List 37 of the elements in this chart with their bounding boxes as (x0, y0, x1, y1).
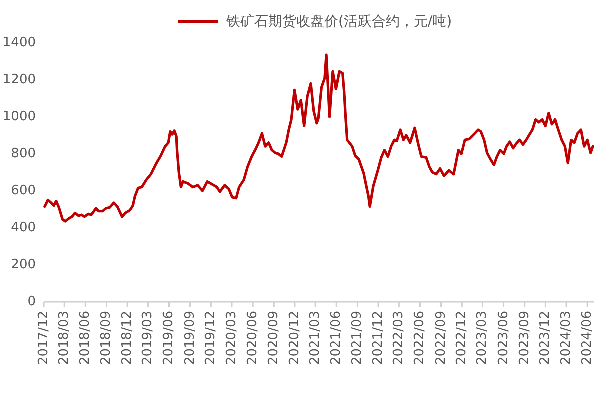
x-tick-label: 2018/03 (57, 311, 72, 366)
x-tick-label: 2023/06 (496, 311, 512, 366)
x-tick-label: 2020/06 (246, 311, 261, 366)
y-tick-label: 400 (11, 220, 36, 236)
y-tick-label: 1400 (2, 36, 36, 50)
x-tick-label: 2019/03 (140, 311, 156, 366)
x-tick-label: 2021/03 (308, 311, 324, 366)
x-tick-label: 2020/03 (224, 311, 240, 366)
x-tick-label: 2019/06 (162, 311, 177, 366)
x-tick-label: 2019/12 (204, 311, 219, 366)
x-tick-label: 2018/12 (120, 311, 136, 366)
x-tick-label: 2017/12 (36, 311, 52, 366)
x-tick-label: 2020/12 (287, 311, 302, 366)
x-tick-label: 2022/06 (412, 311, 428, 366)
x-tick-label: 2023/03 (475, 311, 490, 366)
x-tick-label: 2018/09 (99, 311, 114, 366)
y-tick-label: 800 (11, 146, 36, 162)
x-tick-label: 2024/03 (559, 311, 574, 366)
x-tick-label: 2022/03 (392, 311, 407, 366)
y-tick-label: 1000 (2, 110, 36, 124)
x-tick-label: 2021/06 (329, 311, 344, 366)
line-series (44, 54, 594, 223)
x-tick-label: 2024/06 (580, 311, 596, 366)
x-tick-label: 2019/09 (182, 311, 198, 366)
x-tick-label: 2023/09 (517, 311, 532, 366)
y-tick-label: 0 (28, 294, 36, 310)
y-tick-label: 200 (11, 258, 36, 272)
x-tick-label: 2021/12 (371, 311, 386, 366)
x-tick-label: 2021/09 (350, 311, 366, 366)
x-tick-label: 2023/12 (538, 311, 554, 366)
y-tick-label: 1200 (2, 72, 36, 88)
x-tick-label: 2020/09 (266, 311, 282, 366)
legend-label: 铁矿石期货收盘价(活跃合约，元/吨) (225, 14, 452, 30)
y-tick-label: 600 (11, 184, 36, 198)
x-tick-label: 2022/12 (454, 311, 470, 366)
x-tick-label: 2022/09 (434, 311, 449, 366)
x-tick-label: 2018/06 (78, 311, 94, 366)
